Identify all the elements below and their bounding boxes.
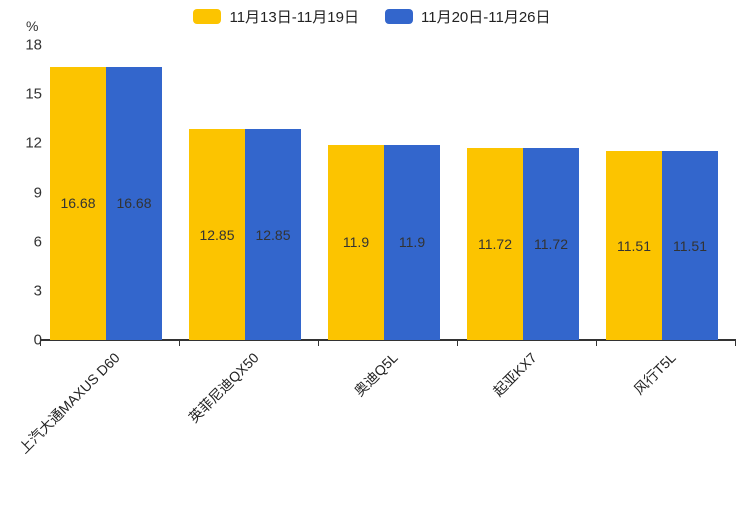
legend-item-series-1[interactable]: 11月20日-11月26日	[385, 6, 551, 27]
x-axis-tick	[457, 340, 458, 346]
x-axis-tick	[179, 340, 180, 346]
y-tick-label: 15	[25, 85, 42, 103]
bar-value-label: 11.72	[534, 235, 568, 252]
bar-blue	[106, 66, 162, 340]
y-tick-label: 3	[33, 282, 42, 300]
bar-value-label: 11.72	[478, 235, 512, 252]
bar-value-label: 11.51	[673, 237, 707, 254]
x-axis-tick	[40, 340, 41, 346]
x-category-label: 起亚KX7	[489, 349, 540, 400]
y-tick-label: 6	[33, 233, 42, 251]
y-tick-label: 0	[33, 331, 42, 349]
bar-value-label: 16.68	[60, 195, 96, 212]
legend: 11月13日-11月19日 11月20日-11月26日	[0, 6, 744, 27]
x-category-label: 奥迪Q5L	[350, 349, 401, 400]
bar-yellow	[50, 66, 106, 340]
bar-value-label: 11.9	[342, 234, 370, 251]
bar-blue	[245, 129, 301, 340]
bar-value-label: 11.9	[398, 234, 426, 251]
x-category-label: 风行T5L	[630, 349, 679, 398]
plot-area: 0 3 6 9 12 15 18 16.68 16.68 上汽大通MAXUS D60 12.85 12…	[15, 36, 736, 456]
bar-value-label: 12.85	[199, 226, 235, 243]
bar-value-label: 16.68	[116, 195, 152, 212]
y-tick-label: 12	[25, 134, 42, 152]
x-axis-tick	[318, 340, 319, 346]
legend-label: 11月20日-11月26日	[421, 9, 551, 26]
legend-swatch-yellow	[193, 9, 222, 24]
y-tick-label: 9	[33, 184, 42, 201]
bar-value-label: 11.51	[617, 237, 651, 254]
x-axis-tick	[596, 340, 597, 346]
bar-yellow	[606, 151, 662, 340]
y-tick-label: 18	[25, 36, 42, 54]
legend-swatch-blue	[385, 9, 413, 24]
x-category-label: 英菲尼迪QX50	[184, 349, 262, 426]
legend-item-series-0[interactable]: 11月13日-11月19日	[193, 6, 359, 27]
bar-yellow	[467, 147, 523, 340]
x-axis-tick	[735, 340, 736, 346]
y-axis-unit-label: %	[26, 18, 39, 34]
bar-blue	[662, 151, 718, 340]
bar-value-label: 12.85	[255, 226, 291, 243]
bar-yellow	[328, 144, 384, 340]
legend-label: 11月13日-11月19日	[229, 9, 359, 26]
bar-blue	[384, 144, 440, 340]
bar-yellow	[189, 129, 245, 340]
x-axis-line	[40, 339, 736, 341]
bar-blue	[523, 147, 579, 340]
